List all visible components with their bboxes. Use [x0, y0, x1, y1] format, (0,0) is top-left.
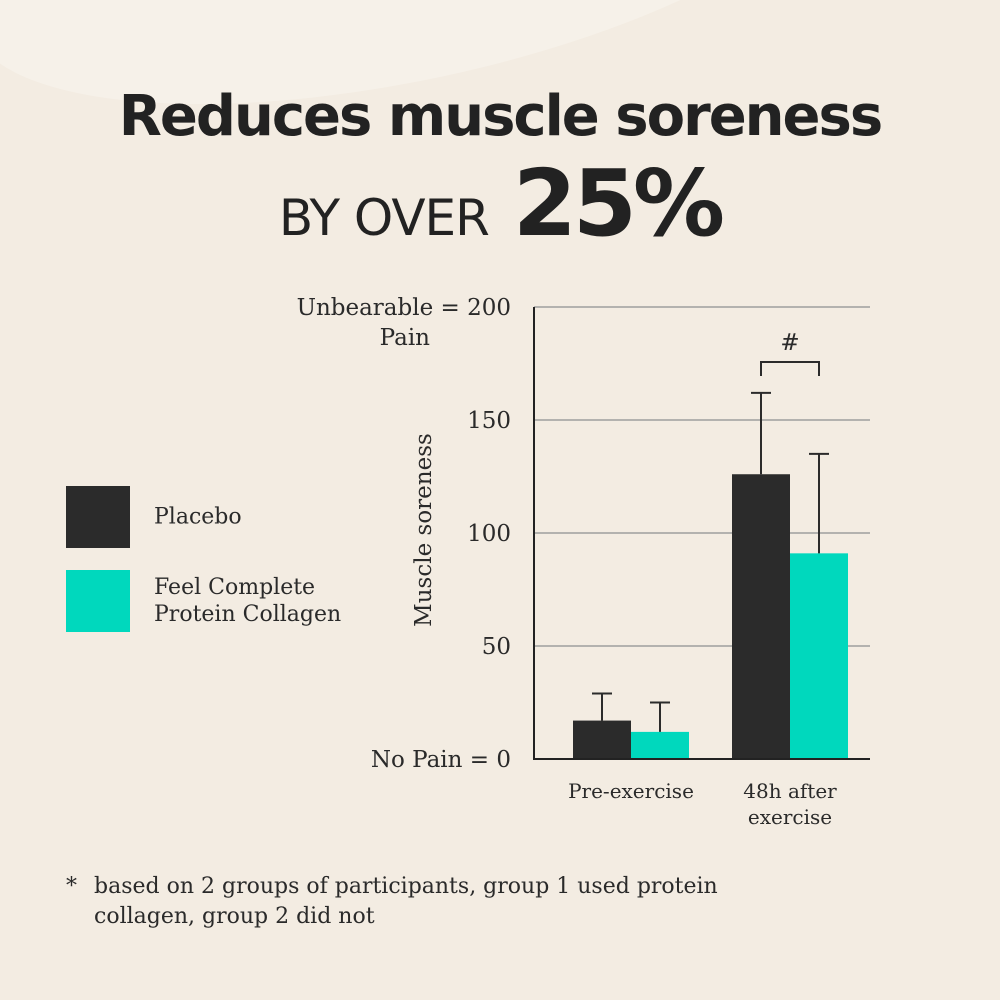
- x-tick-label-1: 48h after exercise: [743, 779, 837, 829]
- significance-bracket: [760, 361, 820, 376]
- subline-prefix: BY OVER: [278, 189, 490, 247]
- axes: [533, 307, 870, 760]
- significance-marker: #: [780, 330, 799, 356]
- legend-label-collagen: Feel Complete Protein Collagen: [154, 575, 342, 627]
- footnote: * based on 2 groups of participants, gro…: [66, 872, 766, 932]
- y-tick-label-50: 50: [482, 634, 511, 660]
- legend-swatch-placebo: [66, 486, 130, 548]
- y-axis-title: Muscle soreness: [411, 433, 437, 627]
- bar-placebo-0: [573, 720, 631, 759]
- x-tick-label-0: Pre-exercise: [568, 779, 694, 803]
- bar-collagen-0: [631, 731, 689, 759]
- y-tick-label-200: Unbearable = 200 Pain: [297, 295, 511, 351]
- legend-label-placebo: Placebo: [154, 504, 242, 530]
- subline-number: 25%: [512, 150, 725, 257]
- y-tick-label-100: 100: [467, 521, 511, 547]
- headline: Reduces muscle soreness: [118, 84, 883, 149]
- footnote-marker: *: [66, 874, 77, 899]
- footnote-text: based on 2 groups of participants, group…: [94, 874, 718, 929]
- legend-swatch-collagen: [66, 570, 130, 632]
- bar-collagen-1: [790, 553, 848, 759]
- axis-labels: No Pain = 0 50 100 150 Unbearable = 200 Pain P…: [297, 295, 838, 829]
- bars: [573, 361, 848, 759]
- y-tick-label-150: 150: [467, 408, 511, 434]
- bar-placebo-1: [732, 474, 790, 759]
- y-tick-label-0: No Pain = 0: [371, 747, 511, 773]
- subline: BY OVER 25%: [0, 150, 1000, 257]
